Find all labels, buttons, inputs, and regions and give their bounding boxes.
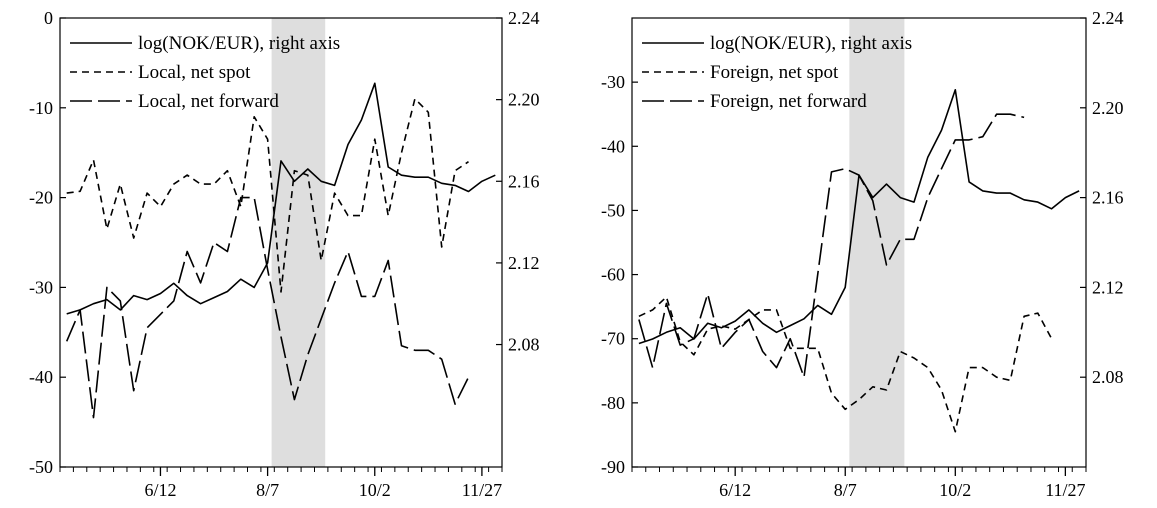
x-tick-label: 6/12: [144, 480, 176, 500]
left-axis-tick-label: -90: [601, 457, 625, 477]
left-chart-panel: 6/12 8/7 10/2 11/27 0 -10 -20 -30 -40 -50 2.24 2.20…: [29, 8, 540, 500]
left-axis-tick-label: -40: [601, 136, 625, 156]
left-axis-tick-label: -50: [601, 200, 625, 220]
shaded-region: [271, 18, 326, 467]
legend-label-2: Foreign, net spot: [710, 62, 839, 83]
right-chart-panel: 6/12 8/7 10/2 11/27 -30 -40 -50 -60 -70 -80 -90 2.2…: [601, 8, 1124, 500]
series-line-1: [66, 82, 496, 315]
legend-label-3: Local, net forward: [138, 91, 279, 112]
x-tick-label: 8/7: [834, 480, 857, 500]
plot-frame: [631, 17, 1087, 468]
right-axis-tick-label: 2.20: [1092, 98, 1124, 118]
left-axis-tick-label: -70: [601, 329, 625, 349]
left-axis-tick-label: 0: [44, 8, 53, 28]
x-tick-label: 11/27: [1045, 480, 1085, 500]
series-line-3: [65, 196, 470, 419]
right-axis-tick-label: 2.12: [1092, 277, 1124, 297]
x-tick-label: 10/2: [939, 480, 971, 500]
legend-label-3: Foreign, net forward: [710, 91, 867, 112]
legend-label-2: Local, net spot: [138, 62, 251, 83]
right-axis-tick-label: 2.12: [508, 253, 540, 273]
left-axis-tick-label: -80: [601, 393, 625, 413]
series-line-3: [638, 113, 1025, 379]
left-axis-tick-label: -40: [29, 367, 53, 387]
shaded-region: [849, 18, 905, 467]
right-axis-tick-label: 2.08: [1092, 367, 1124, 387]
right-axis-tick-label: 2.24: [508, 8, 540, 28]
right-axis-tick-label: 2.20: [508, 90, 540, 110]
series-line-2: [66, 98, 469, 293]
series-line-2: [638, 296, 1053, 433]
legend-label-1: log(NOK/EUR), right axis: [138, 33, 340, 54]
plot-frame: [59, 17, 503, 468]
left-axis-tick-label: -30: [601, 72, 625, 92]
right-axis-tick-label: 2.08: [508, 335, 540, 355]
legend-label-1: log(NOK/EUR), right axis: [710, 33, 912, 54]
left-axis-tick-label: -20: [29, 188, 53, 208]
x-tick-label: 10/2: [359, 480, 391, 500]
x-tick-label: 11/27: [462, 480, 502, 500]
left-axis-tick-label: -10: [29, 98, 53, 118]
x-tick-label: 6/12: [719, 480, 751, 500]
left-axis-tick-label: -30: [29, 277, 53, 297]
right-axis-tick-label: 2.16: [508, 171, 540, 191]
right-axis-tick-label: 2.16: [1092, 188, 1124, 208]
right-axis-tick-label: 2.24: [1092, 8, 1124, 28]
x-tick-label: 8/7: [256, 480, 279, 500]
left-axis-tick-label: -50: [29, 457, 53, 477]
left-axis-tick-label: -60: [601, 265, 625, 285]
